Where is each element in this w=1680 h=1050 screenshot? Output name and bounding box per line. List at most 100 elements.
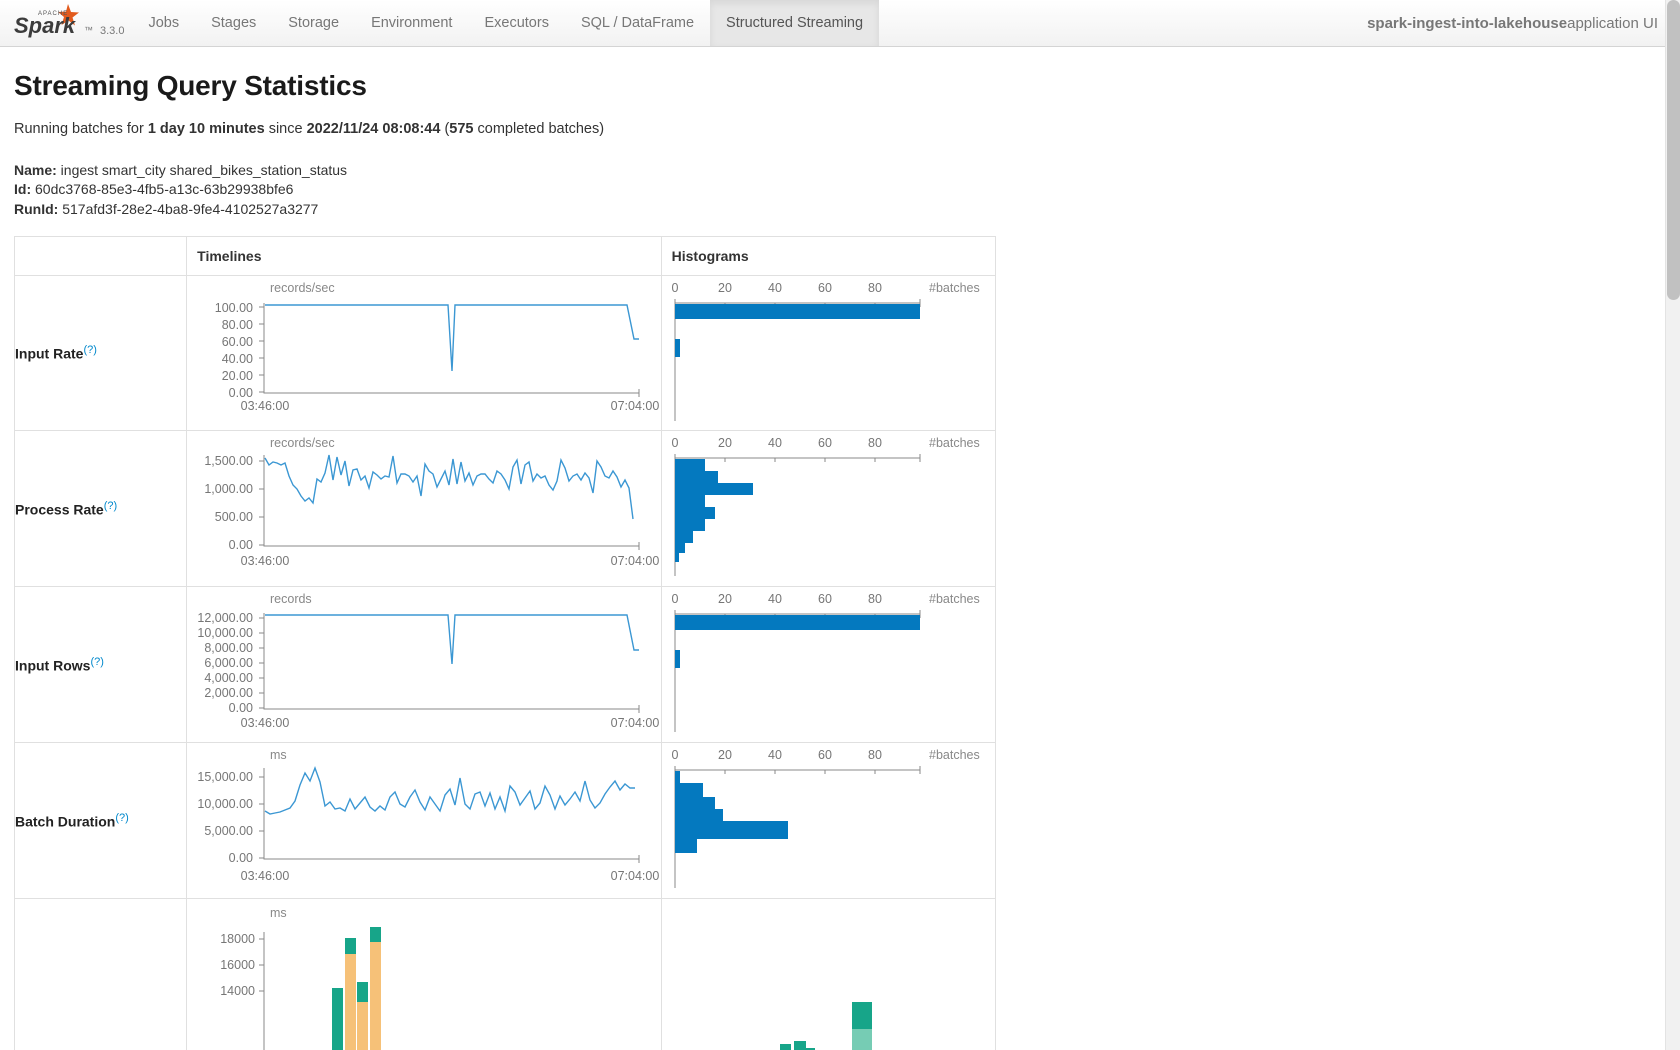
svg-text:Spark: Spark [14, 13, 77, 38]
spark-version: 3.3.0 [100, 25, 125, 37]
input-rows-unit-label: records [270, 592, 312, 606]
hist-bar-pr-1 [674, 471, 718, 484]
hist-bar-bd-3 [674, 809, 723, 822]
page-scrollbar-thumb[interactable] [1667, 0, 1680, 300]
table-row-process-rate: Process Rate(?) records/sec 1,500.00 1,0… [13, 430, 997, 588]
chart-cell-operation-duration-histogram [660, 898, 997, 1050]
nav-item-executors[interactable]: Executors [468, 0, 564, 46]
nav-link-executors[interactable]: Executors [484, 14, 549, 31]
page-scrollbar[interactable] [1665, 0, 1680, 1050]
operation-duration-timeline-chart[interactable]: ms 18000 16000 14000 [187, 899, 661, 1050]
process-rate-unit-label: records/sec [270, 436, 335, 450]
input-rate-timeline-chart[interactable]: records/sec 100.00 80.00 60.00 40.00 20.… [187, 276, 661, 430]
xtick-end-input-rows: 07:04:00 [611, 716, 660, 730]
row-label-batch-duration: Batch Duration(?) [13, 742, 188, 900]
op-hist-seg [793, 1041, 806, 1050]
nav-link-jobs[interactable]: Jobs [148, 14, 180, 31]
ytick-8000: 8,000.00 [205, 641, 254, 655]
hist-xtick-20-pr: 20 [718, 436, 732, 450]
row-label-input-rows: Input Rows(?) [13, 586, 188, 744]
spark-logo-icon: APACHE Spark ™ [14, 2, 96, 42]
nav-item-environment[interactable]: Environment [355, 0, 468, 46]
row-label-text-batch-duration: Batch Duration [15, 813, 116, 830]
hist-bar-bd-1 [674, 783, 703, 798]
nav-link-stages[interactable]: Stages [211, 14, 257, 31]
process-rate-histogram-chart[interactable]: 0 20 40 60 80 #batches [662, 431, 996, 586]
nav-item-sql-dataframe[interactable]: SQL / DataFrame [565, 0, 710, 46]
input-rows-histogram-chart[interactable]: 0 20 40 60 80 #batches [662, 587, 996, 742]
input-rows-timeline-chart[interactable]: records 12,000.00 10,000.00 8,000.00 6,0… [187, 587, 661, 742]
table-body: Input Rate(?) records/sec 100.00 80.00 6… [13, 275, 997, 1050]
input-rate-histogram-chart[interactable]: 0 20 40 60 80 #batches [662, 276, 996, 430]
hist-bar-bd-5 [674, 839, 697, 854]
application-name: spark-ingest-into-lakehouse application … [1367, 0, 1680, 46]
op-bar-group-4 [370, 927, 382, 1050]
top-navbar: APACHE Spark ™ 3.3.0 Jobs Stages Storage… [0, 0, 1680, 47]
ytick-80: 80.00 [222, 318, 253, 332]
chart-cell-operation-duration-timeline: ms 18000 16000 14000 [186, 898, 662, 1050]
hist-xtick-0: 0 [671, 281, 678, 295]
streaming-statistics-table: Timelines Histograms Input Rate(?) recor… [13, 236, 997, 1050]
query-metadata: Name: ingest smart_city shared_bikes_sta… [14, 161, 1666, 220]
page-title: Streaming Query Statistics [14, 70, 367, 101]
op-bar-seg [357, 1002, 369, 1050]
nav-item-stages[interactable]: Stages [195, 0, 272, 46]
ytick-14000: 14000 [220, 984, 255, 998]
input-rate-hist-unit: #batches [929, 281, 980, 295]
operation-duration-histogram-chart[interactable] [662, 899, 996, 1050]
completed-batch-count: 575 [449, 120, 474, 137]
batch-duration-unit-label: ms [270, 748, 287, 762]
nav-link-environment[interactable]: Environment [371, 14, 453, 31]
ytick-0-pr: 0.00 [229, 538, 253, 552]
spark-logo-link[interactable]: APACHE Spark ™ 3.3.0 [0, 0, 132, 46]
op-hist-bar-group-1 [779, 1044, 791, 1050]
row-label-input-rate: Input Rate(?) [13, 275, 188, 432]
nav-item-structured-streaming[interactable]: Structured Streaming [710, 0, 880, 46]
hist-bar-pr-8 [674, 553, 679, 563]
ytick-18000: 18000 [220, 932, 255, 946]
query-id-row: Id: 60dc3768-85e3-4fb5-a13c-63b29938bfe6 [14, 180, 1666, 200]
hist-xtick-20-bd: 20 [718, 748, 732, 762]
help-icon-process-rate[interactable]: (?) [103, 499, 118, 512]
query-runid-value: 517afd3f-28e2-4ba8-9fe4-4102527a3277 [58, 200, 319, 217]
process-rate-timeline-chart[interactable]: records/sec 1,500.00 1,000.00 500.00 0.0… [187, 431, 661, 586]
op-hist-seg [779, 1044, 791, 1050]
table-row-input-rows: Input Rows(?) records 12,000.00 10,000.0… [13, 586, 997, 744]
batch-duration-timeline-chart[interactable]: ms 15,000.00 10,000.00 5,000.00 0.00 03:… [187, 743, 661, 898]
nav-item-jobs[interactable]: Jobs [132, 0, 195, 46]
help-icon-input-rows[interactable]: (?) [90, 655, 104, 668]
nav-link-sql-dataframe[interactable]: SQL / DataFrame [580, 14, 695, 31]
hist-xtick-20-ir: 20 [718, 592, 732, 606]
batches-close-text: completed batches) [473, 120, 605, 137]
batch-duration-histogram-chart[interactable]: 0 20 40 60 80 #batches [662, 743, 996, 898]
table-row-batch-duration: Batch Duration(?) ms 15,000.00 10,000.00… [13, 742, 997, 900]
hist-xtick-40-pr: 40 [768, 436, 782, 450]
op-bar-group-1 [332, 988, 344, 1050]
nav-link-structured-streaming[interactable]: Structured Streaming [710, 0, 880, 46]
hist-bar-bd-4 [674, 821, 788, 840]
table-row-operation-duration: Operation Duration ms 18000 16000 14000 [13, 898, 997, 1050]
row-label-text-input-rows: Input Rows [15, 657, 91, 674]
process-rate-hist-unit: #batches [929, 436, 980, 450]
hist-bar-pr-6 [674, 531, 693, 544]
op-bar-seg [370, 927, 382, 943]
xtick-end-batch-duration: 07:04:00 [611, 869, 660, 883]
input-rows-hist-unit: #batches [929, 592, 980, 606]
nav-link-storage[interactable]: Storage [288, 14, 340, 31]
nav-item-storage[interactable]: Storage [272, 0, 355, 46]
running-prefix: Running batches for [14, 120, 148, 137]
help-icon-batch-duration[interactable]: (?) [115, 811, 129, 824]
query-id-value: 60dc3768-85e3-4fb5-a13c-63b29938bfe6 [31, 181, 294, 198]
help-icon-input-rate[interactable]: (?) [83, 344, 97, 357]
ytick-1500: 1,500.00 [205, 454, 254, 468]
query-id-label: Id: [14, 181, 32, 198]
ytick-12000: 12,000.00 [198, 611, 254, 625]
hist-bar-pr-5 [674, 519, 705, 532]
chart-cell-batch-duration-timeline: ms 15,000.00 10,000.00 5,000.00 0.00 03:… [186, 742, 662, 900]
table-head: Timelines Histograms [13, 236, 997, 277]
ytick-60: 60.00 [222, 335, 253, 349]
ytick-0: 0.00 [229, 386, 253, 400]
query-runid-label: RunId: [14, 200, 59, 217]
chart-cell-batch-duration-histogram: 0 20 40 60 80 #batches [660, 742, 997, 900]
row-label-text-process-rate: Process Rate [15, 501, 104, 518]
